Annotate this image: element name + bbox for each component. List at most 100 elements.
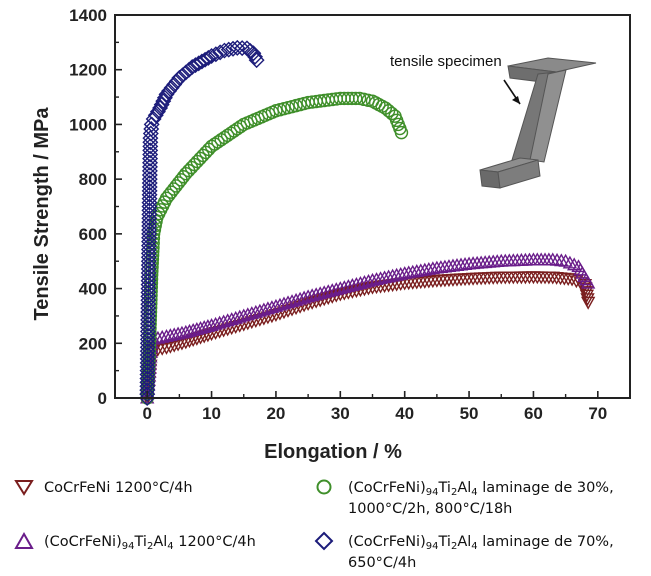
data-point <box>313 286 328 300</box>
circle-icon <box>316 479 332 495</box>
x-tick-label: 30 <box>331 404 350 423</box>
series-lam30 <box>140 91 409 405</box>
data-point <box>349 277 364 290</box>
y-tick-label: 400 <box>79 280 107 299</box>
legend-item-cocrfeni: CoCrFeNi 1200°C/4h <box>6 478 193 499</box>
data-point <box>329 282 344 296</box>
data-point <box>247 48 264 65</box>
data-point <box>233 119 248 134</box>
data-point <box>580 275 596 289</box>
tensile-chart: 0 10 20 30 40 50 60 70 0 200 400 600 800 1000 1200 1400… <box>31 6 631 463</box>
x-tick-label: 10 <box>202 404 221 423</box>
y-tick-label: 200 <box>79 334 107 353</box>
legend-label: (CoCrFeNi)94Ti2Al4 laminage de 30%, 1000°… <box>348 480 614 517</box>
diamond-icon <box>314 531 334 551</box>
data-point <box>579 289 595 303</box>
data-point <box>373 271 388 285</box>
tensile-specimen-illustration: tensile specimen <box>390 53 597 189</box>
data-point <box>385 268 400 282</box>
data-point <box>317 285 332 299</box>
legend-label: CoCrFeNi 1200°C/4h <box>44 480 193 496</box>
data-point <box>341 279 356 293</box>
data-point <box>333 281 348 295</box>
data-point <box>167 327 182 341</box>
data-point <box>149 103 166 120</box>
data-point <box>304 288 320 302</box>
data-point <box>578 282 593 296</box>
data-point <box>353 276 368 289</box>
data-point <box>163 79 180 96</box>
data-point <box>155 329 170 343</box>
data-point <box>377 270 392 284</box>
data-point <box>365 272 380 286</box>
data-point <box>580 293 595 307</box>
series-cocrfeni <box>139 271 596 406</box>
data-point <box>142 125 159 142</box>
data-point <box>234 40 251 57</box>
data-point <box>207 46 224 63</box>
legend: CoCrFeNi 1200°C/4h (CoCrFeNi)94Ti2Al4 12… <box>0 468 651 576</box>
data-point <box>159 329 174 342</box>
x-tick-label: 60 <box>524 404 543 423</box>
data-point <box>385 106 399 121</box>
y-tick-label: 0 <box>98 389 107 408</box>
data-point <box>184 58 201 75</box>
x-tick-label: 20 <box>266 404 285 423</box>
data-point <box>212 44 229 61</box>
data-point <box>242 42 259 59</box>
data-point <box>308 287 324 301</box>
data-point <box>190 55 207 72</box>
data-point <box>145 110 162 127</box>
data-point <box>203 48 220 65</box>
data-point <box>216 42 233 59</box>
x-axis-title: Elongation / % <box>264 441 402 463</box>
x-tick-label: 70 <box>588 404 607 423</box>
y-axis-title: Tensile Strength / MPa <box>31 107 53 321</box>
y-tick-label: 600 <box>79 225 107 244</box>
legend-item-ti-al-1200: (CoCrFeNi)94Ti2Al4 1200°C/4h <box>6 531 256 553</box>
legend-item-lam70: (CoCrFeNi)94Ti2Al4 laminage de 70%, 650°C… <box>310 531 614 574</box>
axes: 0 10 20 30 40 50 60 70 0 200 400 600 800 1000 1200 1400 <box>69 6 631 423</box>
series-lam70 <box>139 39 265 406</box>
y-tick-label: 1200 <box>69 61 107 80</box>
data-point <box>357 274 372 288</box>
data-point <box>337 280 352 294</box>
data-point <box>389 267 404 281</box>
data-point <box>168 73 185 90</box>
data-point <box>181 61 198 78</box>
data-point <box>171 69 188 86</box>
data-point <box>300 289 316 303</box>
x-tick-label: 50 <box>460 404 479 423</box>
data-point <box>158 86 175 103</box>
data-point <box>177 64 194 81</box>
x-tick-label: 0 <box>142 404 151 423</box>
data-point <box>174 67 191 84</box>
data-point <box>579 286 594 300</box>
data-point <box>345 278 360 291</box>
legend-item-lam30: (CoCrFeNi)94Ti2Al4 laminage de 30%, 1000°… <box>310 478 614 520</box>
triangle-down-icon <box>14 480 34 496</box>
data-point <box>147 107 164 124</box>
data-point <box>163 328 178 342</box>
data-point <box>248 52 265 69</box>
data-point <box>220 41 237 58</box>
data-point <box>187 57 204 74</box>
y-tick-label: 1400 <box>69 6 107 25</box>
data-point <box>170 326 186 340</box>
data-point <box>245 45 262 62</box>
legend-label: (CoCrFeNi)94Ti2Al4 laminage de 70%, 650°C… <box>348 534 614 571</box>
annotation-label: tensile specimen <box>390 53 502 70</box>
data-point <box>193 53 210 70</box>
data-point <box>200 49 217 66</box>
data-point <box>161 83 178 100</box>
data-point <box>580 296 596 310</box>
data-point <box>325 283 340 297</box>
data-point <box>394 125 409 140</box>
data-point <box>296 290 312 304</box>
data-point <box>361 273 376 287</box>
triangle-up-icon <box>14 531 34 549</box>
data-point <box>369 272 384 286</box>
plot-area <box>139 39 596 406</box>
x-tick-label: 40 <box>395 404 414 423</box>
data-point <box>393 266 408 280</box>
